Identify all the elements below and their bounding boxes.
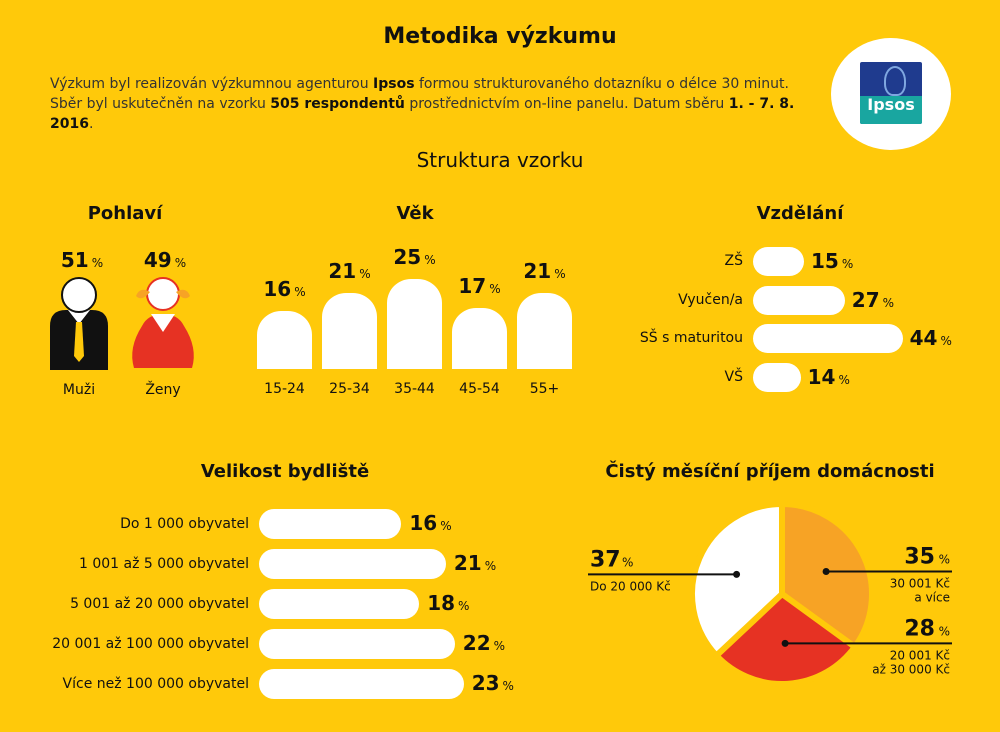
age-bar (387, 279, 442, 369)
income-pie-slice (712, 590, 860, 687)
age-bar (452, 307, 507, 369)
education-bar-value: 14% (807, 364, 850, 389)
education-bar (753, 285, 845, 315)
education-bar (753, 362, 801, 392)
residence-bar-value: 22% (462, 631, 506, 655)
education-category-label: ZŠ (724, 253, 743, 269)
education-bar (753, 324, 903, 353)
residence-bar-value: 21% (453, 551, 497, 575)
residence-category-label: 20 001 až 100 000 obyvatel (52, 636, 249, 652)
male-percent: 51% (60, 248, 104, 272)
income-slice-label: 20 001 Kč (890, 648, 950, 662)
education-category-label: VŠ (724, 368, 743, 385)
logo-teal-band (860, 96, 922, 124)
residence-category-label: Více než 100 000 obyvatel (62, 676, 249, 692)
residence-bar-value: 18% (427, 591, 470, 615)
age-bar (322, 293, 377, 369)
income-slice-label: Do 20 000 Kč (590, 579, 671, 593)
education-bar-value: 44% (909, 326, 952, 350)
male-label: Muži (62, 382, 96, 398)
age-bar (517, 293, 572, 369)
education-category-label: SŠ s maturitou (639, 330, 743, 346)
age-bar-value: 21% (328, 259, 371, 284)
income-slice-label: a více (914, 591, 950, 605)
income-slice-percent-sign: % (622, 555, 633, 569)
age-category-label: 55+ (529, 381, 560, 397)
female-label: Ženy (145, 382, 181, 398)
age-bar (257, 311, 312, 369)
education-bar-value: 27% (851, 287, 895, 312)
residence-bar-value: 23% (471, 671, 514, 695)
income-title: Čistý měsíční příjem domácnosti (605, 461, 935, 482)
male-person-icon (50, 277, 108, 370)
age-category-label: 25-34 (329, 381, 370, 397)
income-leader-dot (822, 568, 830, 576)
residence-category-label: 1 001 až 5 000 obyvatel (78, 556, 249, 572)
residence-bar (259, 549, 446, 579)
residence-bar (259, 509, 402, 539)
residence-bar-value: 16% (409, 511, 452, 535)
section-subtitle: Struktura vzorku (416, 148, 584, 172)
residence-bar (259, 669, 464, 699)
age-bar-value: 16% (263, 277, 306, 302)
age-bar-value: 25% (393, 245, 436, 269)
income-pie-slice (779, 500, 875, 652)
education-title: Vzdělání (756, 203, 844, 224)
income-slice-value: 37 (590, 547, 621, 572)
female-person-icon (132, 277, 194, 368)
education-category-label: Vyučen/a (678, 291, 743, 308)
intro-line-2: Sběr byl uskutečněn na vzorku 505 respon… (50, 96, 795, 132)
income-slice-label: 30 001 Kč (890, 577, 950, 591)
residence-bar (259, 629, 455, 659)
ipsos-logo: Ipsos (860, 62, 922, 124)
income-slice-value: 28 (904, 616, 935, 641)
logo-tree-icon (884, 66, 906, 96)
age-category-label: 35-44 (394, 381, 435, 397)
income-slice-label: až 30 000 Kč (872, 662, 950, 676)
age-title: Věk (396, 203, 434, 224)
residence-title: Velikost bydliště (200, 461, 370, 482)
income-slice-percent-sign: % (939, 553, 950, 567)
income-pie-slice (689, 500, 785, 660)
methodology-text: Výzkum byl realizován výzkumnou agenturo… (50, 74, 820, 134)
age-bar-value: 21% (523, 259, 566, 284)
logo-text: Ipsos (867, 95, 915, 114)
education-bar-value: 15% (811, 249, 854, 273)
female-percent: 49% (143, 248, 187, 272)
residence-category-label: Do 1 000 obyvatel (120, 516, 249, 532)
education-bar (753, 247, 804, 276)
income-leader-dot (781, 639, 789, 647)
age-category-label: 15-24 (264, 381, 305, 397)
intro-line-1: Výzkum byl realizován výzkumnou agenturo… (50, 76, 789, 92)
income-leader-dot (733, 570, 741, 578)
age-bar-value: 17% (458, 273, 501, 298)
age-category-label: 45-54 (459, 381, 500, 397)
gender-title: Pohlaví (87, 203, 163, 224)
page-title: Metodika výzkumu (383, 24, 617, 49)
income-slice-percent-sign: % (939, 624, 950, 638)
residence-category-label: 5 001 až 20 000 obyvatel (70, 596, 249, 612)
income-slice-value: 35 (904, 545, 935, 570)
residence-bar (259, 589, 420, 619)
